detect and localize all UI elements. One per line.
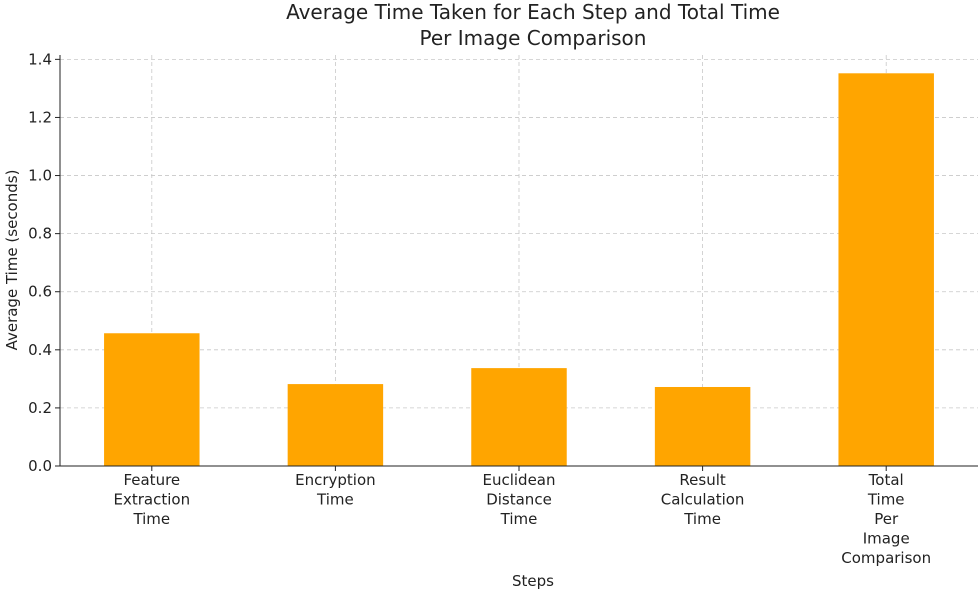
y-tick-label: 1.2 xyxy=(28,108,52,126)
y-tick-label: 1.0 xyxy=(28,167,52,185)
bar xyxy=(287,384,384,466)
x-tick-label: Result Calculation Time xyxy=(661,471,745,528)
x-tick-label: Euclidean Distance Time xyxy=(482,471,555,528)
x-tick-label: Total Time Per Image Comparison xyxy=(841,471,931,567)
y-tick-label: 0.0 xyxy=(28,457,52,475)
bar xyxy=(104,333,200,466)
chart-title: Average Time Taken for Each Step and Tot… xyxy=(286,0,780,50)
bar xyxy=(654,386,751,466)
y-tick-label: 0.4 xyxy=(28,341,52,359)
y-tick-label: 0.6 xyxy=(28,283,52,301)
x-tick-label: Feature Extraction Time xyxy=(114,471,191,528)
y-axis-label: Average Time (seconds) xyxy=(3,170,21,351)
bar xyxy=(471,368,567,466)
x-tick-label: Encryption Time xyxy=(295,471,376,509)
x-axis-label: Steps xyxy=(512,572,554,590)
bar xyxy=(838,73,934,466)
y-tick-label: 0.8 xyxy=(28,225,52,243)
y-tick-label: 0.2 xyxy=(28,399,52,417)
y-tick-label: 1.4 xyxy=(28,50,52,68)
